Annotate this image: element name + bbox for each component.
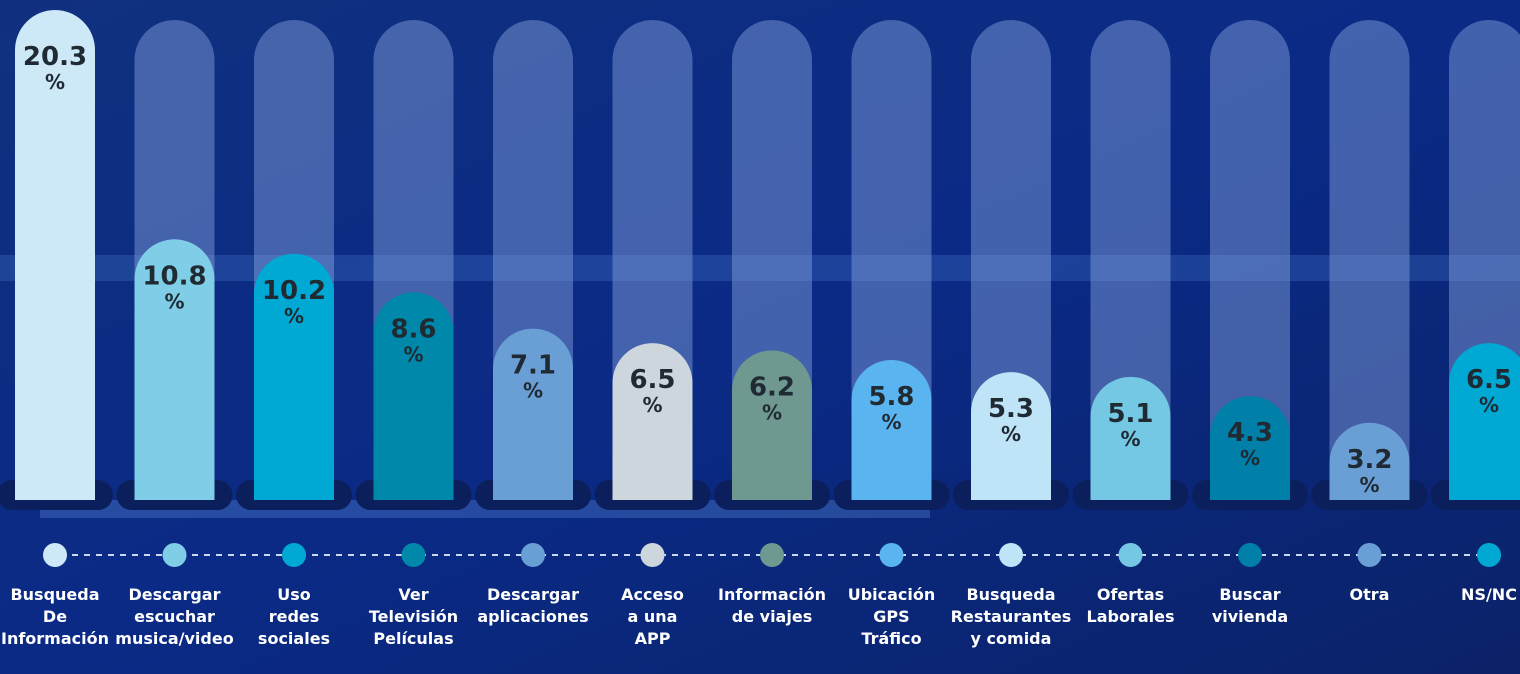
bar xyxy=(15,10,95,500)
x-tick-label: Ver Televisión Películas xyxy=(369,585,458,648)
value-label: 10.8 xyxy=(142,261,206,291)
x-tick-label: Información de viajes xyxy=(718,585,826,626)
x-tick-label: Acceso a una APP xyxy=(621,585,684,648)
legend-dot xyxy=(1238,543,1262,567)
bar xyxy=(612,343,693,500)
bar xyxy=(134,239,215,500)
value-label: 5.1 xyxy=(1107,399,1153,429)
legend-dot xyxy=(640,543,665,567)
value-unit: % xyxy=(403,342,423,366)
value-label: 6.2 xyxy=(749,372,795,402)
bar xyxy=(1329,422,1410,500)
value-label: 5.3 xyxy=(988,394,1034,424)
value-unit: % xyxy=(45,70,65,94)
legend-dot xyxy=(760,543,784,567)
legend-dot xyxy=(999,543,1023,567)
bar xyxy=(1090,376,1171,500)
bar-track xyxy=(1210,20,1290,500)
value-label: 8.6 xyxy=(390,314,436,344)
value-label: 6.5 xyxy=(629,365,675,395)
x-tick-label: Ubicación GPS Tráfico xyxy=(848,585,936,648)
value-unit: % xyxy=(642,393,662,417)
legend-dot xyxy=(401,543,426,567)
value-unit: % xyxy=(523,379,543,403)
x-tick-label: Busqueda Restaurantes y comida xyxy=(951,585,1072,648)
value-unit: % xyxy=(164,289,184,313)
value-unit: % xyxy=(284,304,304,328)
bar xyxy=(254,253,334,500)
bar xyxy=(732,350,813,500)
legend-dot xyxy=(43,543,67,567)
bar-track xyxy=(1329,20,1410,500)
value-unit: % xyxy=(1479,393,1499,417)
legend-dot xyxy=(1118,543,1143,567)
value-unit: % xyxy=(1001,422,1021,446)
value-label: 7.1 xyxy=(510,351,556,381)
bar xyxy=(851,360,932,500)
legend-dot xyxy=(1357,543,1382,567)
decor-band xyxy=(0,255,1520,281)
value-unit: % xyxy=(881,410,901,434)
value-unit: % xyxy=(1359,473,1379,497)
bar xyxy=(1449,343,1520,500)
value-label: 20.3 xyxy=(23,42,87,72)
legend-dot xyxy=(521,543,545,567)
value-label: 10.2 xyxy=(262,276,326,306)
value-unit: % xyxy=(1120,427,1140,451)
value-unit: % xyxy=(762,400,782,424)
bar xyxy=(1210,396,1290,500)
value-label: 3.2 xyxy=(1346,445,1392,475)
x-tick-label: NS/NC xyxy=(1461,585,1517,604)
bar xyxy=(971,372,1051,500)
bar xyxy=(373,292,454,500)
x-tick-label: Uso redes sociales xyxy=(258,585,330,648)
value-label: 6.5 xyxy=(1466,365,1512,395)
legend-dot xyxy=(282,543,306,567)
x-tick-label: Descargar aplicaciones xyxy=(477,585,588,626)
value-label: 5.8 xyxy=(868,382,914,412)
value-label: 4.3 xyxy=(1227,418,1273,448)
legend-dot xyxy=(162,543,187,567)
legend-dot xyxy=(879,543,904,567)
bar xyxy=(493,328,573,500)
value-unit: % xyxy=(1240,446,1260,470)
x-tick-label: Buscar vivienda xyxy=(1212,585,1288,626)
x-tick-label: Descargar escuchar musica/video xyxy=(115,585,233,648)
bar-track xyxy=(1090,20,1171,500)
x-tick-label: Otra xyxy=(1350,585,1390,604)
x-tick-label: Busqueda De Información xyxy=(1,585,109,648)
x-tick-label: Ofertas Laborales xyxy=(1087,585,1175,626)
legend-dot xyxy=(1477,543,1501,567)
